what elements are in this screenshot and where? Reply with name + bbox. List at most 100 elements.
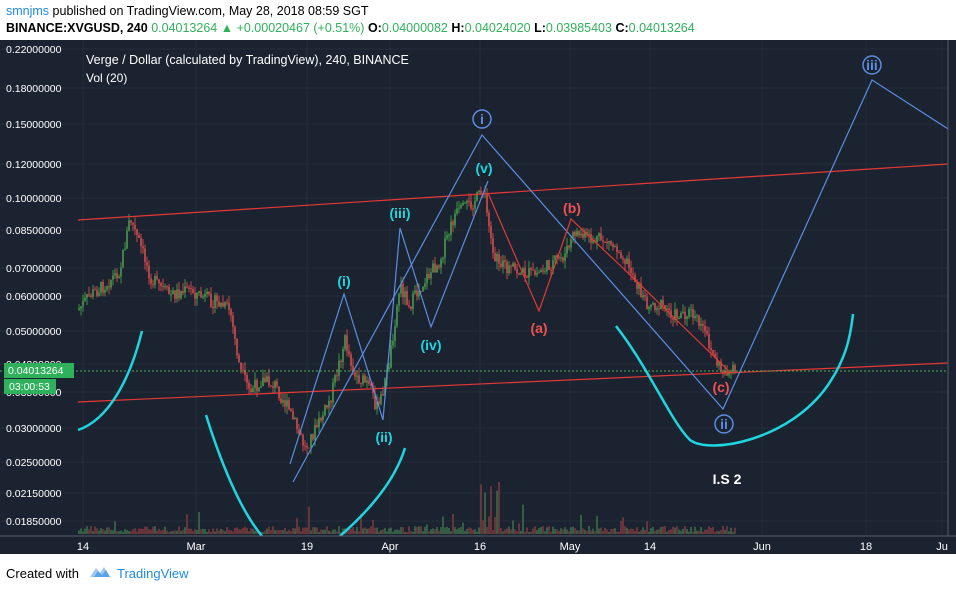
- volume-bar: [608, 531, 610, 534]
- volume-bar: [598, 528, 600, 534]
- wave-label-i-blue[interactable]: i: [472, 109, 492, 129]
- candle-body: [570, 239, 572, 248]
- volume-bar: [394, 529, 396, 534]
- volume-bar: [398, 529, 400, 534]
- drawing-layer[interactable]: i ii iii (i) (ii) (iii) (iv) (v) (a) (b)…: [0, 55, 956, 536]
- candle-body: [130, 220, 132, 223]
- volume-indicator-label[interactable]: Vol (20): [86, 71, 127, 85]
- correction-wave-path[interactable]: [487, 192, 732, 374]
- candle-body: [100, 281, 102, 293]
- candle-body: [662, 299, 664, 306]
- volume-bar: [148, 529, 150, 534]
- change-value: +0.00020467 (+0.51%): [236, 21, 365, 35]
- volume-bar: [322, 529, 324, 534]
- candle-body: [720, 361, 722, 371]
- candle-body: [452, 221, 454, 226]
- volume-bar: [532, 528, 534, 534]
- candle-body: [92, 289, 94, 297]
- candle-body: [380, 394, 382, 404]
- wave-label-iv-cyan[interactable]: (iv): [421, 337, 442, 353]
- candle-body: [142, 246, 144, 249]
- wave-label-ii-cyan[interactable]: (ii): [375, 429, 392, 445]
- volume-bar: [456, 529, 458, 534]
- volume-bar: [732, 531, 734, 534]
- candle-body: [532, 269, 534, 271]
- tradingview-brand-link[interactable]: TradingView: [117, 566, 189, 581]
- candle-body: [194, 293, 196, 299]
- upper-trendline[interactable]: [77, 163, 948, 221]
- volume-bar: [562, 529, 564, 534]
- volume-bar: [388, 528, 390, 534]
- candle-body: [224, 302, 226, 307]
- candle-body: [458, 207, 460, 209]
- volume-bar: [282, 530, 284, 534]
- wave-label-b-red[interactable]: (b): [563, 200, 581, 216]
- candle-body: [184, 286, 186, 293]
- volume-bar: [642, 527, 644, 534]
- close-label: C:: [615, 21, 629, 35]
- candle-body: [302, 434, 304, 446]
- candle-body: [448, 234, 450, 236]
- volume-bar: [592, 528, 594, 534]
- wave-label-iii-cyan[interactable]: (iii): [390, 205, 411, 221]
- time-axis[interactable]: 14 Mar 19 Apr 16 May 14 Jun 18 Ju: [77, 541, 948, 553]
- volume-bar: [468, 527, 470, 534]
- candle-body: [188, 287, 190, 289]
- candle-body: [716, 357, 718, 366]
- time-tick-label: 14: [77, 541, 89, 553]
- primary-wave-path[interactable]: [292, 79, 956, 483]
- candle-body: [172, 290, 174, 295]
- candle-body: [646, 296, 648, 310]
- volume-bar: [420, 526, 422, 534]
- candle-body: [334, 375, 336, 383]
- cyan-arc-down[interactable]: [204, 414, 263, 536]
- volume-bar: [496, 490, 498, 534]
- volume-bar: [682, 528, 684, 534]
- candle-body: [666, 308, 668, 310]
- candle-body: [168, 286, 170, 295]
- price-axis[interactable]: 0.22000000 0.18000000 0.15000000 0.12000000…: [6, 44, 62, 528]
- author-link[interactable]: smnjms: [6, 4, 50, 18]
- lower-trendline[interactable]: [77, 362, 948, 403]
- wave-label-a-red[interactable]: (a): [530, 320, 547, 336]
- volume-bar: [146, 526, 148, 534]
- candle-body: [158, 279, 160, 284]
- volume-bar: [486, 526, 488, 534]
- wave-label-ii-blue[interactable]: ii: [714, 414, 734, 434]
- candle-body: [244, 369, 246, 376]
- volume-bar: [422, 530, 424, 534]
- annotation-is2[interactable]: I.S 2: [713, 471, 742, 487]
- chart-pane[interactable]: i ii iii (i) (ii) (iii) (iv) (v) (a) (b)…: [0, 40, 956, 554]
- candle-body: [378, 401, 380, 404]
- sub-wave-path[interactable]: [289, 180, 489, 465]
- chart-title: Verge / Dollar (calculated by TradingVie…: [86, 53, 409, 67]
- tradingview-logo-icon[interactable]: [88, 564, 112, 580]
- candle-body: [296, 417, 298, 429]
- low-label: L:: [534, 21, 546, 35]
- volume-bar: [302, 527, 304, 534]
- candle-body: [500, 263, 502, 267]
- volume-bar: [114, 521, 116, 534]
- volume-bar: [210, 531, 212, 534]
- volume-bar: [234, 527, 236, 534]
- volume-bar: [216, 528, 218, 534]
- candle-body: [632, 273, 634, 275]
- volume-bar: [122, 531, 124, 534]
- cyan-arc-up[interactable]: [339, 447, 407, 536]
- volume-bar: [382, 529, 384, 534]
- volume-bar: [308, 506, 310, 534]
- wave-label-c-red[interactable]: (c): [712, 379, 729, 395]
- volume-bar: [644, 529, 646, 534]
- volume-bar: [320, 529, 322, 534]
- chart-canvas[interactable]: i ii iii (i) (ii) (iii) (iv) (v) (a) (b)…: [0, 40, 956, 554]
- cyan-arc-left[interactable]: [77, 330, 144, 432]
- candle-body: [496, 253, 498, 262]
- candle-body: [332, 382, 334, 403]
- candle-body: [204, 294, 206, 297]
- volume-bar: [334, 529, 336, 534]
- cyan-bowl-curve[interactable]: [615, 313, 855, 447]
- wave-label-i-cyan[interactable]: (i): [337, 273, 350, 289]
- wave-label-iii-blue[interactable]: iii: [862, 55, 882, 75]
- volume-bar: [108, 527, 110, 534]
- wave-label-v-cyan[interactable]: (v): [475, 160, 492, 176]
